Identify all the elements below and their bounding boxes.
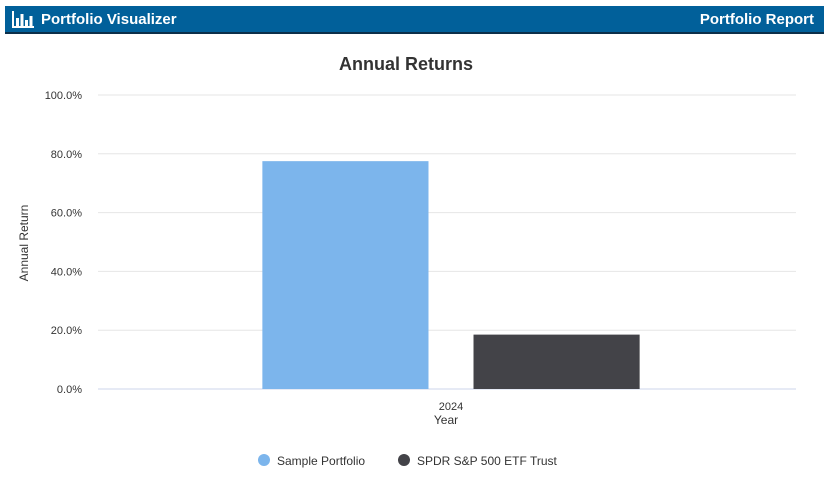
x-axis-label: Year: [434, 413, 458, 427]
legend-item[interactable]: Sample Portfolio: [258, 454, 365, 468]
legend: Sample Portfolio SPDR S&P 500 ETF Trust: [258, 454, 557, 468]
bars: [262, 161, 640, 389]
y-axis-label: Annual Return: [17, 205, 31, 282]
legend-marker: [258, 454, 270, 466]
chart-title: Annual Returns: [339, 54, 473, 74]
y-tick-label: 20.0%: [51, 325, 82, 337]
report-title: Portfolio Report: [699, 10, 814, 28]
legend-marker: [398, 454, 410, 466]
brand[interactable]: Portfolio Visualizer: [5, 10, 177, 29]
legend-label: SPDR S&P 500 ETF Trust: [417, 454, 557, 468]
bar-chart-icon: [11, 10, 35, 29]
bar[interactable]: [262, 161, 429, 389]
y-axis-ticks: 0.0% 20.0% 40.0% 60.0% 80.0% 100.0%: [45, 90, 83, 396]
y-tick-label: 80.0%: [51, 149, 82, 161]
x-axis-ticks: 2024: [439, 401, 463, 413]
bar[interactable]: [473, 334, 640, 389]
y-tick-label: 60.0%: [51, 208, 82, 220]
gridlines: [98, 94, 796, 390]
app-header: Portfolio Visualizer Portfolio Report: [5, 6, 824, 34]
legend-label: Sample Portfolio: [277, 454, 365, 468]
legend-item[interactable]: SPDR S&P 500 ETF Trust: [398, 454, 557, 468]
y-tick-label: 0.0%: [57, 384, 82, 396]
y-tick-label: 40.0%: [51, 266, 82, 278]
app-name: Portfolio Visualizer: [41, 10, 177, 28]
y-tick-label: 100.0%: [45, 90, 83, 102]
x-tick-label: 2024: [439, 401, 463, 413]
